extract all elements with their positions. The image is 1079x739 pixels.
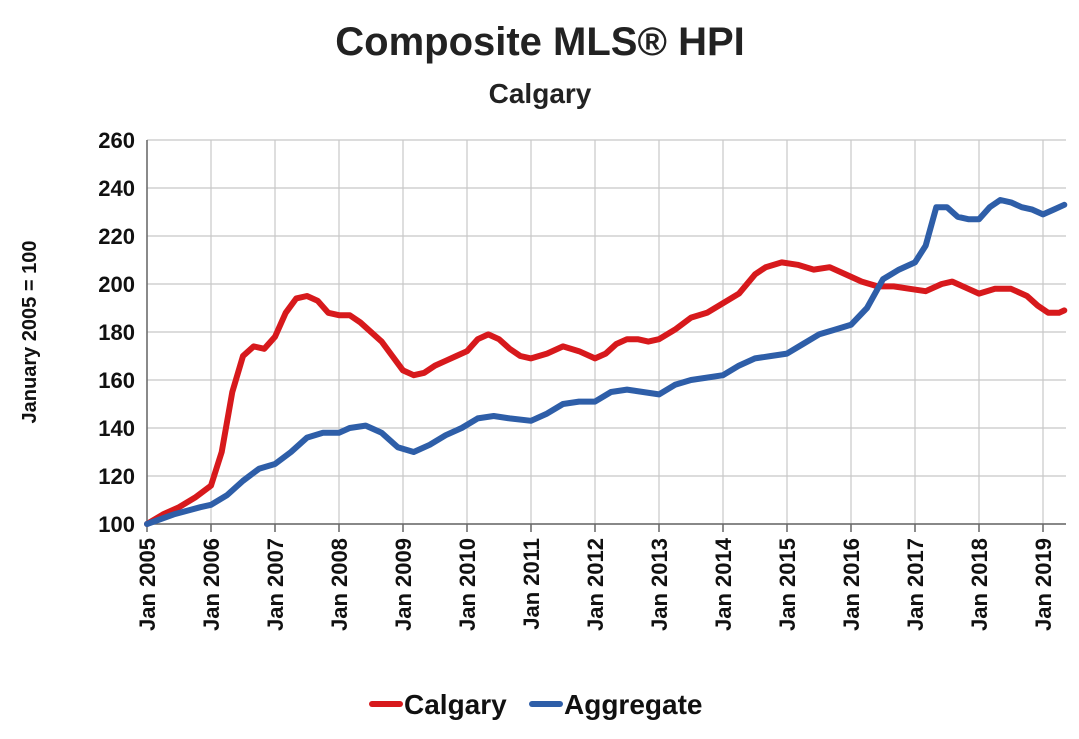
legend: Calgary Aggregate [369,689,702,720]
y-axis-label: January 2005 = 100 [19,241,41,424]
series-line-calgary [144,259,1068,527]
y-tick-label: 140 [98,416,135,441]
chart-subtitle: Calgary [489,78,592,109]
x-tick-label: Jan 2015 [775,538,800,631]
y-tick-label: 220 [98,224,135,249]
legend-label-calgary: Calgary [404,689,507,720]
x-tick-label: Jan 2011 [519,538,544,630]
grid [146,139,1066,525]
x-tick-label: Jan 2009 [391,538,416,631]
y-tick-label: 260 [98,128,135,153]
x-tick-label: Jan 2007 [263,538,288,631]
x-tick-label: Jan 2010 [455,538,480,631]
x-tick-label: Jan 2018 [967,538,992,631]
y-tick-label: 180 [98,320,135,345]
y-tick-label: 160 [98,368,135,393]
legend-label-aggregate: Aggregate [564,689,702,720]
x-tick-label: Jan 2017 [903,538,928,631]
axes: 100 120 140 160 180 200 220 240 260 Jan 2005 Jan 2… [98,128,1066,631]
x-tick-label: Jan 2005 [135,538,160,631]
y-tick-label: 120 [98,464,135,489]
x-tick-label: Jan 2016 [839,538,864,631]
series-lines [144,197,1068,527]
y-tick-label: 200 [98,272,135,297]
series-line-aggregate [144,197,1068,527]
x-tick-label: Jan 2019 [1031,538,1056,631]
x-tick-label: Jan 2013 [647,538,672,631]
x-tick-label: Jan 2012 [583,538,608,631]
chart-title: Composite MLS® HPI [335,20,745,64]
x-tick-label: Jan 2006 [199,538,224,631]
x-tick-label: Jan 2008 [327,538,352,631]
x-tick-label: Jan 2014 [711,537,736,631]
y-tick-label: 240 [98,176,135,201]
y-tick-label: 100 [98,512,135,537]
